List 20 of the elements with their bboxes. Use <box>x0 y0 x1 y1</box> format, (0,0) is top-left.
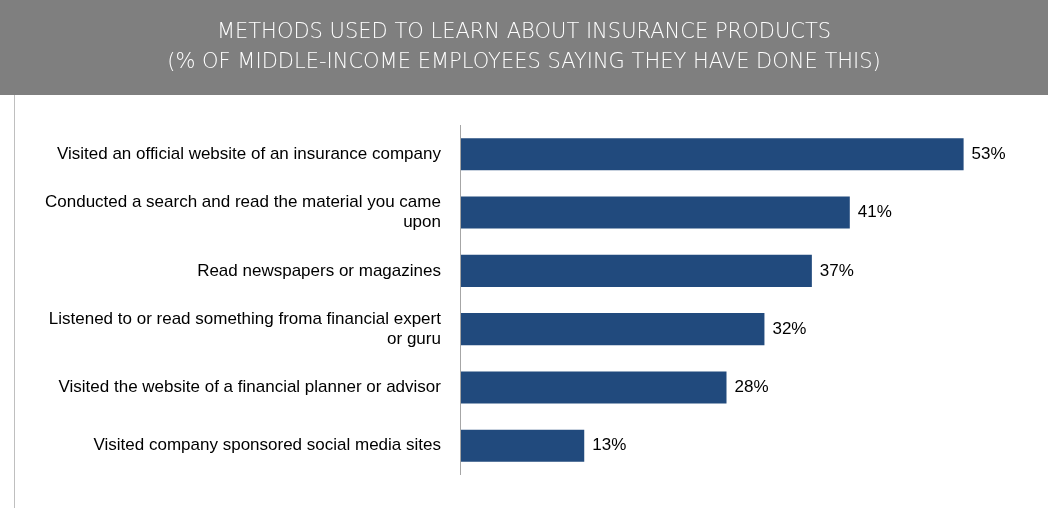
y-tick-label: Read newspapers or magazines <box>197 260 441 280</box>
bar <box>460 371 727 404</box>
y-tick-label: Visited the website of a financial planner or advisor <box>58 377 442 397</box>
data-label: 37% <box>819 260 854 280</box>
data-label: 41% <box>857 202 892 222</box>
y-tick-label: Visited company sponsored social media sites <box>93 435 441 455</box>
bar <box>460 254 812 287</box>
data-label: 13% <box>592 435 627 455</box>
bar <box>460 196 850 229</box>
chart-title: METHODS USED TO LEARN ABOUT INSURANCE PRODUCTS <box>215 18 833 45</box>
chart-subtitle: (% OF MIDDLE-INCOME EMPLOYEES SAYING THEY HAVE DONE THIS) <box>166 48 882 75</box>
data-label: 28% <box>734 377 769 397</box>
bar <box>460 429 585 462</box>
bar <box>460 313 765 346</box>
bar <box>460 138 964 171</box>
y-tick-label: Listened to or read something froma financial expert or guru <box>48 308 442 349</box>
y-tick-label: Visited an official website of an insurance company <box>56 144 442 164</box>
y-tick-label: Conducted a search and read the material you came upon <box>44 192 441 232</box>
data-label: 32% <box>772 318 807 338</box>
data-label: 53% <box>971 144 1006 164</box>
